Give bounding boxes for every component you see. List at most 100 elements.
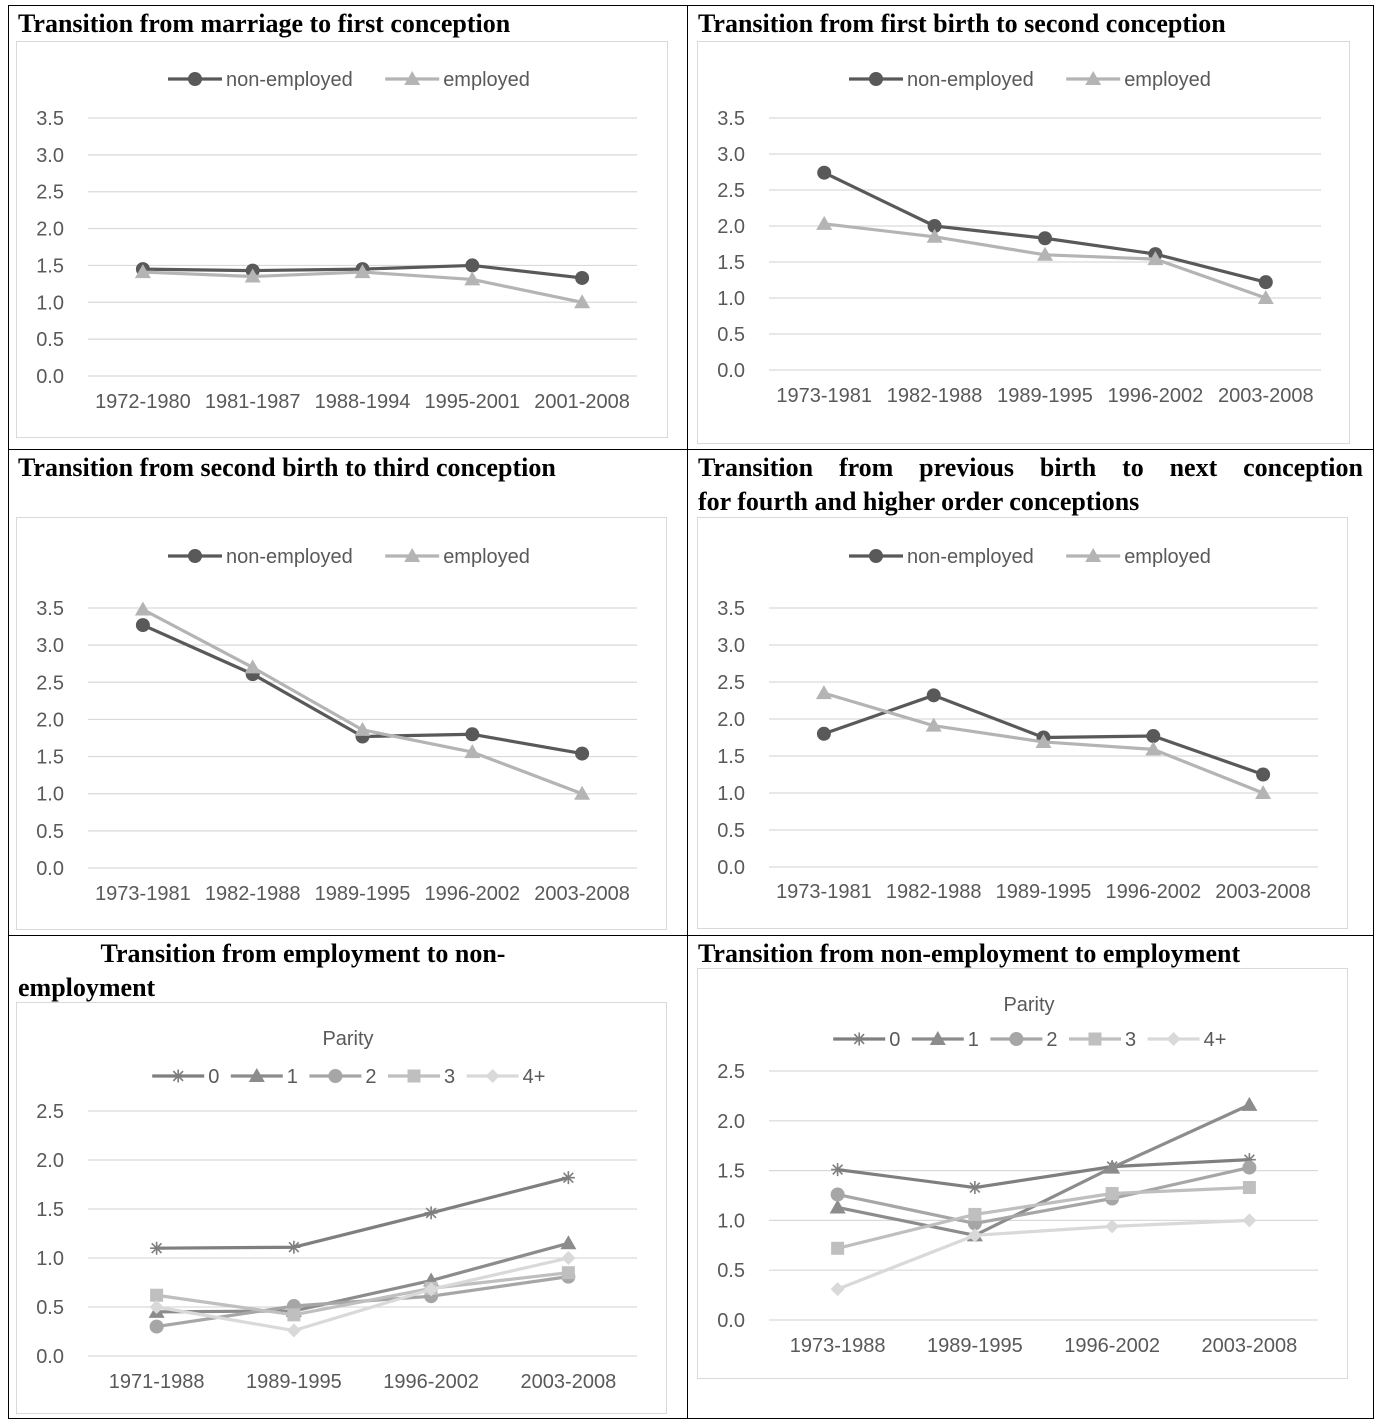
y-tick-label: 0.0	[717, 857, 745, 879]
panel-title-2: Transition from first birth to second co…	[698, 9, 1226, 38]
y-tick-labels: 0.0 0.5 1.0 1.5 2.0 2.5 3.0 3.5	[36, 598, 64, 880]
chart-1: 0.0 0.5 1.0 1.5 2.0 2.5 3.0 3.5 1972-1980 1981-19…	[16, 41, 668, 438]
data-point	[1255, 785, 1272, 799]
legend-label: 2	[1046, 1029, 1057, 1051]
gridlines	[88, 1110, 637, 1357]
legend-marker	[485, 1069, 500, 1083]
data-point	[831, 1241, 845, 1255]
series-employed	[815, 685, 1272, 799]
data-point	[1146, 729, 1161, 744]
series-line	[156, 1176, 569, 1250]
data-point	[575, 270, 590, 285]
x-tick-label: 1972-1980	[95, 391, 191, 413]
gridlines	[769, 607, 1318, 868]
legend-title: Parity	[322, 1028, 373, 1050]
series-line	[837, 1218, 1250, 1291]
panel-title-5-line1: Transition from employment to non-	[100, 939, 506, 968]
x-tick-labels: 1972-1980 1981-1987 1988-1994 1995-2001 2001…	[95, 391, 630, 413]
legend-label: 3	[1125, 1029, 1136, 1051]
data-point	[967, 1228, 982, 1243]
data-point	[287, 1308, 301, 1322]
x-tick-label: 1989-1995	[996, 881, 1092, 903]
data-point	[1241, 1096, 1258, 1111]
y-tick-label: 0.0	[36, 858, 64, 880]
legend-marker	[171, 1069, 185, 1083]
x-tick-label: 1973-1981	[95, 883, 191, 905]
series-0	[150, 1171, 575, 1255]
data-point	[574, 294, 591, 309]
legend-marker	[869, 549, 883, 563]
x-tick-labels: 1973-1988 1989-1995 1996-2002 2003-2008	[790, 1335, 1297, 1357]
y-tick-labels: 0.0 0.5 1.0 1.5 2.0 2.5 3.0 3.5	[717, 598, 745, 879]
legend-marker	[188, 72, 202, 86]
y-tick-label: 1.5	[717, 252, 745, 274]
series-line	[837, 1158, 1250, 1190]
x-tick-label: 1973-1981	[776, 881, 872, 903]
x-tick-label: 1995-2001	[424, 391, 520, 413]
legend-label: 0	[208, 1066, 219, 1088]
data-point	[560, 1235, 577, 1250]
legend-marker	[404, 548, 421, 562]
y-tick-labels: 0.0 0.5 1.0 1.5 2.0 2.5 3.0 3.5	[717, 108, 745, 382]
data-point	[354, 264, 371, 279]
legend-label: non-employed	[907, 69, 1034, 91]
y-tick-label: 3.0	[717, 144, 745, 166]
x-tick-label: 1996-2002	[1108, 385, 1204, 407]
data-point	[244, 268, 261, 283]
gridlines	[88, 607, 637, 869]
y-tick-label: 3.5	[36, 598, 64, 620]
legend: non-employed employed	[849, 69, 1211, 91]
x-tick-label: 1989-1995	[246, 1371, 342, 1393]
y-tick-labels: 0.0 0.5 1.0 1.5 2.0 2.5 3.0 3.5	[36, 108, 64, 388]
series-non-employed	[135, 618, 590, 761]
panel-title-3: Transition from second birth to third co…	[18, 453, 556, 482]
data-point	[464, 271, 481, 286]
data-point	[1104, 1159, 1121, 1174]
x-tick-label: 2003-2008	[1202, 1335, 1298, 1357]
data-point	[150, 1288, 164, 1302]
x-tick-labels: 1971-1988 1989-1995 1996-2002 2003-2008	[109, 1371, 616, 1393]
data-point	[926, 688, 941, 703]
x-tick-label: 2003-2008	[1215, 881, 1311, 903]
legend-label: employed	[1124, 69, 1211, 91]
panel-title-4-line2: for fourth and higher order conceptions	[698, 487, 1140, 516]
y-tick-label: 0.5	[717, 1260, 745, 1282]
y-tick-label: 0.5	[717, 820, 745, 842]
x-tick-label: 1996-2002	[1064, 1335, 1160, 1357]
y-tick-label: 1.0	[717, 288, 745, 310]
legend-label: 4+	[1204, 1029, 1227, 1051]
data-point	[1242, 1153, 1256, 1167]
data-point	[925, 717, 942, 732]
x-tick-label: 1996-2002	[1105, 881, 1201, 903]
x-tick-label: 1989-1995	[927, 1335, 1023, 1357]
data-point	[134, 264, 151, 279]
y-tick-label: 0.0	[717, 1310, 745, 1332]
legend-label: 4+	[523, 1066, 546, 1088]
y-tick-labels: 0.0 0.5 1.0 1.5 2.0 2.5	[36, 1101, 64, 1368]
legend: non-employed employed	[168, 546, 530, 568]
data-point	[149, 1300, 164, 1314]
chart-4: 0.0 0.5 1.0 1.5 2.0 2.5 3.0 3.5 1973-1981 1982-19…	[697, 517, 1348, 929]
y-tick-label: 1.0	[36, 1248, 64, 1270]
y-tick-label: 2.5	[717, 1061, 745, 1083]
y-tick-label: 2.5	[36, 182, 64, 204]
legend: Parity 0 1 2 3 4+	[833, 994, 1226, 1051]
legend-label: 0	[889, 1029, 900, 1051]
legend-marker	[1009, 1032, 1024, 1046]
y-tick-label: 0.0	[36, 1346, 64, 1368]
data-point	[1242, 1213, 1257, 1228]
series-4+	[149, 1251, 576, 1338]
y-tick-label: 2.0	[717, 1111, 745, 1133]
legend-marker	[248, 1068, 265, 1082]
data-point	[1035, 733, 1052, 748]
data-point	[575, 746, 590, 761]
x-tick-label: 1973-1981	[776, 385, 872, 407]
data-point	[561, 1171, 575, 1185]
x-tick-label: 1988-1994	[315, 391, 411, 413]
y-tick-label: 3.0	[36, 635, 64, 657]
legend-label: 3	[444, 1066, 455, 1088]
legend-marker	[852, 1032, 866, 1046]
data-point	[968, 1181, 982, 1195]
legend-marker	[1088, 1032, 1102, 1046]
